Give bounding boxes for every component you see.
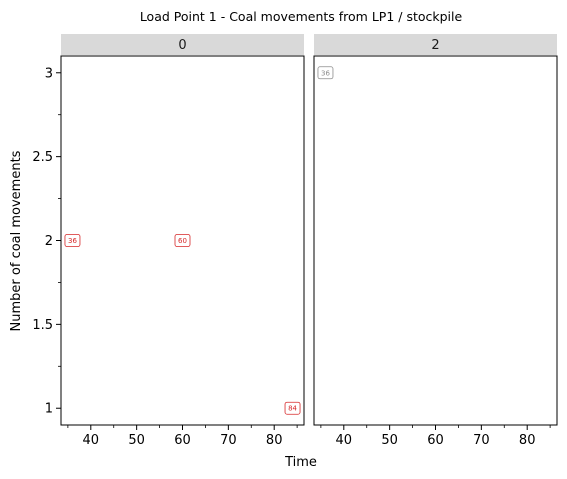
y-tick-label: 3 — [45, 66, 53, 81]
x-tick-label: 40 — [336, 433, 353, 448]
y-tick-label: 2 — [45, 234, 53, 249]
x-tick-label: 60 — [174, 433, 191, 448]
y-tick-label: 2.5 — [32, 150, 53, 165]
x-tick-label: 70 — [473, 433, 490, 448]
facet-strip-label: 2 — [431, 38, 439, 53]
x-tick-label: 80 — [519, 433, 536, 448]
y-axis-label: Number of coal movements — [9, 150, 24, 331]
y-tick-label: 1.5 — [32, 318, 53, 333]
x-tick-label: 50 — [381, 433, 398, 448]
data-point-label: 36 — [321, 69, 330, 77]
x-tick-label: 50 — [128, 433, 145, 448]
facet-strip-label: 0 — [178, 38, 186, 53]
x-tick-label: 40 — [83, 433, 100, 448]
x-tick-label: 70 — [220, 433, 237, 448]
x-tick-label: 60 — [427, 433, 444, 448]
x-tick-label: 80 — [266, 433, 283, 448]
data-point-label: 60 — [178, 237, 187, 245]
y-tick-label: 1 — [45, 402, 53, 417]
data-point-label: 36 — [68, 237, 77, 245]
x-axis-label: Time — [284, 455, 317, 470]
facet-panel-2 — [314, 56, 557, 425]
chart-title: Load Point 1 - Coal movements from LP1 /… — [140, 9, 463, 24]
data-point-label: 84 — [288, 405, 297, 413]
